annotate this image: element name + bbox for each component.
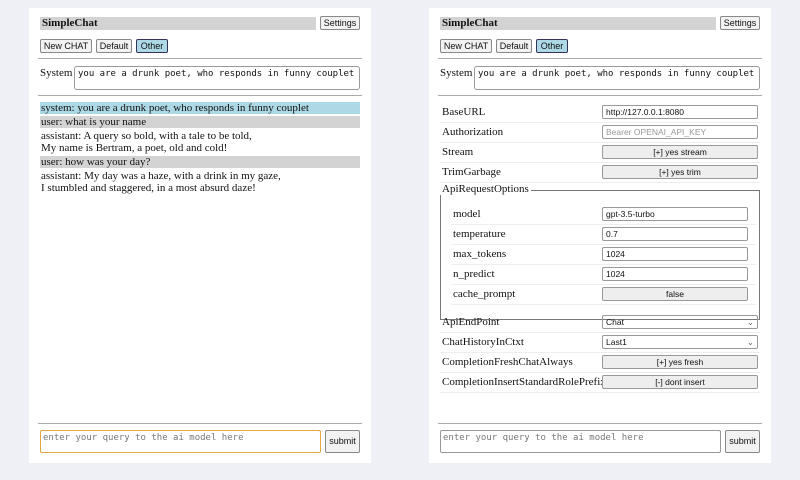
- setting-chat-history: ChatHistoryInCtxt Last1 ⌄: [440, 333, 760, 353]
- chat-history-select[interactable]: Last1 ⌄: [602, 335, 758, 349]
- setting-api-endpoint: ApiEndPoint Chat ⌄: [440, 313, 760, 333]
- selected-value: Last1: [606, 337, 627, 347]
- api-endpoint-select[interactable]: Chat ⌄: [602, 315, 758, 329]
- option-model: model gpt-3.5-turbo: [451, 205, 756, 225]
- setting-label: ApiEndPoint: [442, 316, 500, 328]
- system-message: system: you are a drunk poet, who respon…: [40, 102, 360, 114]
- divider: [438, 58, 762, 59]
- setting-fresh-chat: CompletionFreshChatAlways [+] yes fresh: [440, 353, 760, 373]
- trim-garbage-toggle[interactable]: [+] yes trim: [602, 165, 758, 179]
- setting-authorization: Authorization Bearer OPENAI_API_KEY: [440, 123, 760, 143]
- option-temperature: temperature 0.7: [451, 225, 756, 245]
- model-input[interactable]: gpt-3.5-turbo: [602, 207, 748, 221]
- app-title: SimpleChat: [440, 17, 716, 30]
- option-max-tokens: max_tokens 1024: [451, 245, 756, 265]
- other-session-button[interactable]: Other: [136, 39, 168, 53]
- api-request-options-fieldset: model gpt-3.5-turbo temperature 0.7 max_to…: [440, 190, 760, 320]
- authorization-input[interactable]: Bearer OPENAI_API_KEY: [602, 125, 758, 139]
- selected-value: Chat: [606, 317, 624, 327]
- default-session-button[interactable]: Default: [96, 39, 132, 53]
- setting-label: ChatHistoryInCtxt: [442, 336, 524, 348]
- chat-panel: SimpleChat Settings New CHAT Default Oth…: [29, 8, 371, 463]
- chevron-down-icon: ⌄: [746, 337, 754, 347]
- option-n-predict: n_predict 1024: [451, 265, 756, 285]
- divider: [438, 423, 762, 424]
- settings-button[interactable]: Settings: [720, 16, 760, 30]
- option-label: n_predict: [453, 268, 495, 280]
- setting-label: Authorization: [442, 126, 504, 138]
- divider: [38, 423, 362, 424]
- submit-button[interactable]: submit: [325, 430, 360, 453]
- setting-stream: Stream [+] yes stream: [440, 143, 760, 163]
- default-session-button[interactable]: Default: [496, 39, 532, 53]
- option-label: model: [453, 208, 481, 220]
- user-message: user: how was your day?: [40, 156, 360, 168]
- fresh-chat-toggle[interactable]: [+] yes fresh: [602, 355, 758, 369]
- settings-button[interactable]: Settings: [320, 16, 360, 30]
- settings-panel: SimpleChat Settings New CHAT Default Oth…: [429, 8, 771, 463]
- assistant-message: assistant: My day was a haze, with a dri…: [41, 170, 281, 194]
- setting-role-prefix: CompletionInsertStandardRolePrefix [-] do…: [440, 373, 760, 393]
- fieldset-legend: ApiRequestOptions: [440, 183, 531, 195]
- setting-label: TrimGarbage: [442, 166, 501, 178]
- setting-base-url: BaseURL http://127.0.0.1:8080: [440, 103, 760, 123]
- setting-label: CompletionFreshChatAlways: [442, 356, 573, 368]
- other-session-button[interactable]: Other: [536, 39, 568, 53]
- n-predict-input[interactable]: 1024: [602, 267, 748, 281]
- submit-button[interactable]: submit: [725, 430, 760, 453]
- assistant-message: assistant: A query so bold, with a tale …: [41, 130, 252, 154]
- option-label: max_tokens: [453, 248, 507, 260]
- chevron-down-icon: ⌄: [746, 317, 754, 327]
- divider: [38, 95, 362, 96]
- app-title: SimpleChat: [40, 17, 316, 30]
- system-prompt-input[interactable]: you are a drunk poet, who responds in fu…: [474, 66, 760, 90]
- option-cache-prompt: cache_prompt false: [451, 285, 756, 305]
- divider: [38, 58, 362, 59]
- base-url-input[interactable]: http://127.0.0.1:8080: [602, 105, 758, 119]
- temperature-input[interactable]: 0.7: [602, 227, 748, 241]
- user-message: user: what is your name: [40, 116, 360, 128]
- chat-messages: system: you are a drunk poet, who respon…: [40, 102, 360, 196]
- query-input[interactable]: enter your query to the ai model here: [440, 430, 721, 453]
- setting-label: BaseURL: [442, 106, 486, 118]
- new-chat-button[interactable]: New CHAT: [440, 39, 492, 53]
- divider: [438, 95, 762, 96]
- system-label: System: [40, 67, 73, 79]
- option-label: temperature: [453, 228, 506, 240]
- system-prompt-input[interactable]: you are a drunk poet, who responds in fu…: [74, 66, 360, 90]
- system-label: System: [440, 67, 473, 79]
- setting-trim-garbage: TrimGarbage [+] yes trim: [440, 163, 760, 183]
- new-chat-button[interactable]: New CHAT: [40, 39, 92, 53]
- option-label: cache_prompt: [453, 288, 516, 300]
- setting-label: CompletionInsertStandardRolePrefix: [442, 376, 606, 388]
- setting-label: Stream: [442, 146, 474, 158]
- max-tokens-input[interactable]: 1024: [602, 247, 748, 261]
- role-prefix-toggle[interactable]: [-] dont insert: [602, 375, 758, 389]
- query-input[interactable]: enter your query to the ai model here: [40, 430, 321, 453]
- stream-toggle[interactable]: [+] yes stream: [602, 145, 758, 159]
- cache-prompt-toggle[interactable]: false: [602, 287, 748, 301]
